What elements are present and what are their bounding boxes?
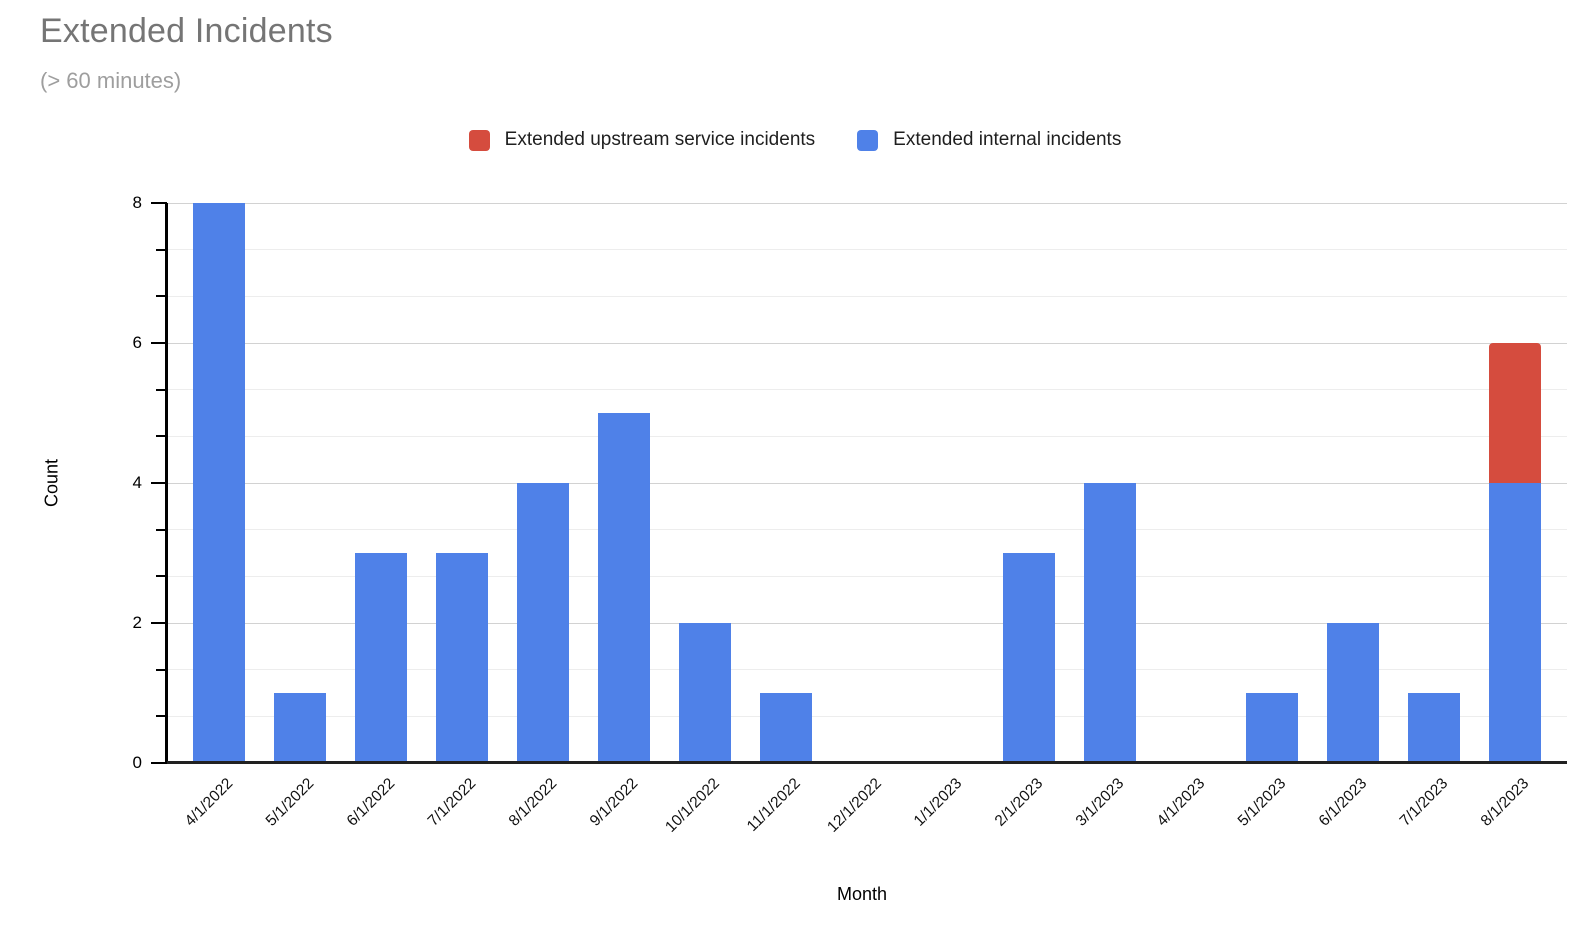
x-tick-label-text: 7/1/2022 bbox=[424, 775, 480, 830]
x-tick-label-text: 8/1/2022 bbox=[505, 775, 561, 830]
x-tick-label-text: 5/1/2023 bbox=[1234, 775, 1290, 830]
plot-area bbox=[167, 202, 1567, 763]
gridline-minor bbox=[167, 435, 1567, 437]
y-minor-tick bbox=[156, 715, 167, 718]
y-tick-label: 2 bbox=[132, 613, 142, 632]
bar-segment-internal[interactable] bbox=[192, 203, 245, 763]
legend-label: Extended upstream service incidents bbox=[504, 129, 816, 150]
gridline-minor bbox=[167, 529, 1567, 531]
gridline-major bbox=[167, 622, 1567, 624]
y-axis-title: Count bbox=[41, 458, 62, 508]
x-tick-label-text: 1/1/2023 bbox=[910, 775, 966, 830]
bar-segment-internal[interactable] bbox=[1002, 553, 1055, 763]
gridline-minor bbox=[167, 575, 1567, 577]
y-major-tick bbox=[151, 762, 167, 764]
y-minor-tick bbox=[156, 668, 167, 671]
gridline-major bbox=[167, 342, 1567, 344]
bar-segment-internal[interactable] bbox=[1326, 623, 1379, 763]
x-tick-label-text: 5/1/2022 bbox=[262, 775, 318, 830]
bar-segment-internal[interactable] bbox=[597, 413, 650, 763]
x-tick-label-text: 7/1/2023 bbox=[1396, 775, 1452, 830]
x-tick-label-text: 3/1/2023 bbox=[1072, 775, 1128, 830]
x-tick-label-text: 4/1/2022 bbox=[181, 775, 237, 830]
y-major-tick bbox=[151, 482, 167, 484]
x-tick-label-text: 2/1/2023 bbox=[991, 775, 1047, 830]
x-tick-label-text: 8/1/2023 bbox=[1477, 775, 1533, 830]
y-tick-label: 0 bbox=[132, 753, 142, 772]
x-tick-label-text: 9/1/2022 bbox=[586, 775, 642, 830]
gridline-major bbox=[167, 202, 1567, 204]
bar-segment-internal[interactable] bbox=[1245, 693, 1298, 763]
bar-segment-internal[interactable] bbox=[759, 693, 812, 763]
gridline-minor bbox=[167, 715, 1567, 717]
legend-label: Extended internal incidents bbox=[893, 129, 1122, 150]
y-tick-label: 4 bbox=[132, 473, 142, 492]
y-minor-tick bbox=[156, 435, 167, 438]
gridline-major bbox=[167, 482, 1567, 484]
bar-segment-internal[interactable] bbox=[516, 483, 569, 763]
y-minor-tick bbox=[156, 388, 167, 391]
bar-segment-internal[interactable] bbox=[1407, 693, 1460, 763]
bar-segment-internal[interactable] bbox=[435, 553, 488, 763]
bar-segment-internal[interactable] bbox=[273, 693, 326, 763]
y-major-tick bbox=[151, 202, 167, 204]
x-axis-title: Month bbox=[836, 884, 888, 904]
legend-swatch bbox=[857, 129, 879, 151]
x-axis-baseline bbox=[167, 761, 1567, 764]
x-tick-label-text: 4/1/2023 bbox=[1153, 775, 1209, 830]
bar-segment-internal[interactable] bbox=[1488, 483, 1541, 763]
y-minor-tick bbox=[156, 528, 167, 531]
x-tick-label-text: 11/1/2022 bbox=[743, 775, 804, 835]
gridline-minor bbox=[167, 669, 1567, 671]
gridline-minor bbox=[167, 249, 1567, 251]
y-minor-tick bbox=[156, 295, 167, 298]
y-major-tick bbox=[151, 622, 167, 624]
y-tick-label: 6 bbox=[132, 333, 142, 352]
gridline-minor bbox=[167, 295, 1567, 297]
y-minor-tick bbox=[156, 248, 167, 251]
gridline-minor bbox=[167, 389, 1567, 391]
bar-segment-internal[interactable] bbox=[354, 553, 407, 763]
x-tick-label-text: 6/1/2022 bbox=[343, 775, 399, 830]
legend: Extended upstream service incidents Exten… bbox=[0, 129, 1590, 151]
y-major-tick bbox=[151, 342, 167, 344]
x-tick-label-text: 12/1/2022 bbox=[823, 775, 885, 836]
legend-item[interactable]: Extended internal incidents bbox=[857, 129, 1121, 151]
bar-segment-internal[interactable] bbox=[1083, 483, 1136, 763]
legend-item[interactable]: Extended upstream service incidents bbox=[468, 129, 816, 151]
y-minor-tick bbox=[156, 575, 167, 578]
chart-subtitle: (> 60 minutes) bbox=[40, 68, 182, 93]
x-tick-label-text: 6/1/2023 bbox=[1315, 775, 1371, 830]
chart-title: Extended Incidents bbox=[40, 12, 333, 50]
bar-segment-internal[interactable] bbox=[678, 623, 731, 763]
legend-swatch bbox=[468, 129, 490, 151]
y-tick-label: 8 bbox=[132, 193, 142, 212]
bar-segment-upstream[interactable] bbox=[1488, 343, 1541, 483]
x-tick-label-text: 10/1/2022 bbox=[661, 775, 723, 836]
